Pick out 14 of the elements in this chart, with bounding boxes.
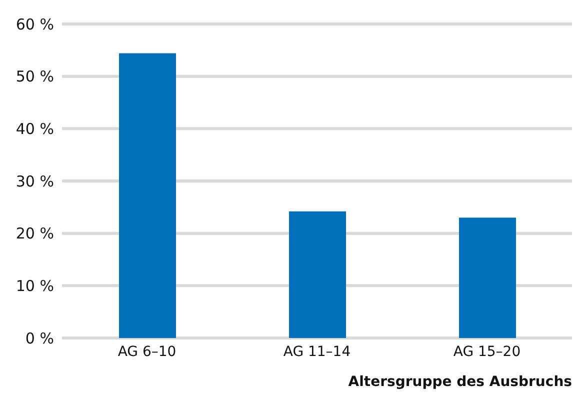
y-tick-label: 50 % (16, 68, 54, 86)
y-tick-label: 40 % (16, 120, 54, 138)
x-tick-label: AG 6–10 (118, 344, 176, 360)
x-tick-label: AG 15–20 (453, 344, 521, 360)
y-tick-label: 20 % (16, 224, 54, 243)
y-tick-label: 10 % (16, 276, 54, 295)
y-tick-label: 0 % (25, 329, 54, 348)
bar (459, 218, 516, 338)
x-tick-label: AG 11–14 (283, 344, 351, 360)
y-tick-label: 60 % (16, 15, 54, 34)
x-axis-title: Altersgruppe des Ausbruchs (348, 374, 572, 390)
bar (289, 211, 346, 338)
bar (119, 53, 176, 338)
y-tick-label: 30 % (16, 172, 54, 190)
